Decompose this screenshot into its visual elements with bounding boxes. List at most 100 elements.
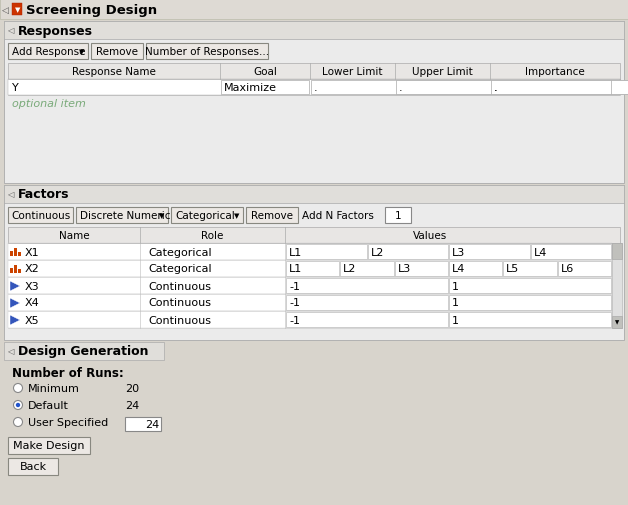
Text: ▼: ▼: [15, 7, 20, 13]
Bar: [8, 243, 612, 261]
Text: L4: L4: [534, 247, 547, 257]
Polygon shape: [10, 316, 20, 325]
Text: -1: -1: [289, 315, 300, 325]
Bar: [8, 228, 620, 243]
Bar: [311, 81, 628, 95]
Circle shape: [16, 403, 20, 408]
Bar: [449, 278, 611, 293]
Text: Responses: Responses: [18, 24, 93, 37]
Bar: [449, 295, 611, 311]
Text: 1: 1: [394, 211, 401, 221]
Bar: [4, 22, 624, 40]
Text: L4: L4: [452, 264, 465, 274]
Bar: [14, 266, 17, 274]
Text: Role: Role: [201, 231, 223, 240]
Bar: [10, 251, 13, 257]
Text: ◁: ◁: [7, 190, 13, 199]
Text: Back: Back: [19, 462, 46, 472]
Text: ▼: ▼: [79, 49, 85, 55]
Text: X2: X2: [25, 264, 40, 274]
Bar: [449, 262, 502, 276]
Text: X1: X1: [25, 247, 40, 257]
Text: Default: Default: [28, 400, 69, 410]
Circle shape: [13, 384, 23, 393]
Text: L2: L2: [344, 264, 357, 274]
Text: ◁: ◁: [2, 6, 9, 15]
Text: Categorical: Categorical: [175, 211, 235, 221]
Bar: [286, 295, 448, 311]
Text: Remove: Remove: [251, 211, 293, 221]
Bar: [8, 277, 612, 294]
Bar: [8, 80, 620, 96]
Bar: [8, 312, 612, 328]
Bar: [4, 22, 624, 184]
Bar: [8, 458, 58, 475]
Bar: [4, 186, 624, 340]
Text: 1: 1: [452, 281, 459, 291]
Text: ▼: ▼: [234, 213, 240, 219]
Circle shape: [13, 418, 23, 427]
Text: Maximize: Maximize: [224, 83, 277, 93]
Bar: [286, 278, 448, 293]
Text: X4: X4: [25, 298, 40, 308]
Text: 24: 24: [144, 419, 159, 429]
Bar: [612, 243, 622, 260]
Text: Name: Name: [58, 231, 89, 240]
Circle shape: [13, 400, 23, 410]
Text: -1: -1: [289, 298, 300, 308]
Text: .: .: [494, 83, 497, 93]
Bar: [286, 313, 448, 327]
Text: Discrete Numeric: Discrete Numeric: [80, 211, 170, 221]
Text: Remove: Remove: [96, 47, 138, 57]
Bar: [8, 437, 90, 454]
Text: Continuous: Continuous: [11, 211, 70, 221]
Text: Continuous: Continuous: [148, 298, 211, 308]
Bar: [503, 262, 556, 276]
Text: L3: L3: [452, 247, 465, 257]
Bar: [221, 81, 309, 95]
Text: Design Generation: Design Generation: [18, 345, 148, 358]
Bar: [340, 262, 394, 276]
Text: Add Response: Add Response: [12, 47, 85, 57]
Polygon shape: [10, 298, 20, 309]
Text: L1: L1: [289, 264, 302, 274]
Text: X3: X3: [25, 281, 40, 291]
Bar: [449, 244, 529, 260]
Text: L2: L2: [371, 247, 384, 257]
Polygon shape: [10, 281, 20, 291]
Bar: [531, 244, 611, 260]
Bar: [0, 0, 628, 20]
Text: Response Name: Response Name: [72, 67, 156, 77]
Text: Categorical: Categorical: [148, 264, 212, 274]
Text: Number of Runs:: Number of Runs:: [12, 366, 124, 379]
Bar: [14, 248, 17, 257]
Bar: [146, 44, 268, 60]
Bar: [612, 316, 622, 328]
Text: Minimum: Minimum: [28, 383, 80, 393]
Text: User Specified: User Specified: [28, 417, 108, 427]
Bar: [91, 44, 143, 60]
Bar: [76, 208, 168, 224]
Text: X5: X5: [25, 315, 40, 325]
Text: ▼: ▼: [615, 320, 619, 325]
Text: Factors: Factors: [18, 188, 70, 201]
Bar: [449, 313, 611, 327]
Bar: [4, 186, 624, 204]
Text: Goal: Goal: [253, 67, 277, 77]
Text: Number of Responses...: Number of Responses...: [145, 47, 269, 57]
Bar: [286, 262, 339, 276]
Bar: [612, 243, 622, 328]
Bar: [125, 417, 161, 431]
Text: ◁: ◁: [7, 347, 13, 356]
Bar: [394, 262, 448, 276]
Text: 20: 20: [125, 383, 139, 393]
Text: Importance: Importance: [525, 67, 585, 77]
Text: ◁: ◁: [7, 26, 13, 35]
Text: Continuous: Continuous: [148, 281, 211, 291]
Bar: [385, 208, 411, 224]
Text: Continuous: Continuous: [148, 315, 211, 325]
Text: 24: 24: [125, 400, 139, 410]
Text: Make Design: Make Design: [13, 441, 85, 450]
Bar: [18, 270, 21, 274]
Bar: [18, 252, 21, 257]
